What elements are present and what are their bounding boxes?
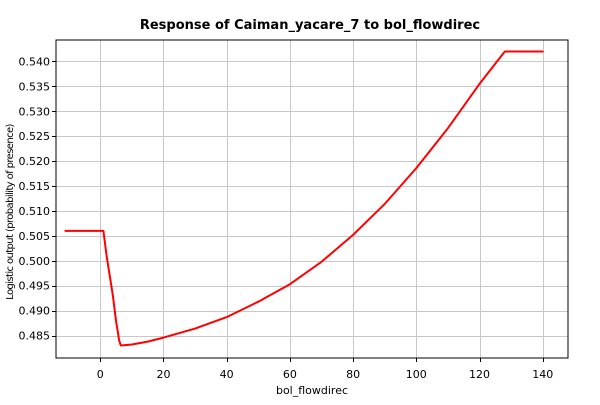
y-axis-label: Logistic output (probability of presence… <box>5 123 16 299</box>
x-tick-label: 0 <box>97 368 104 381</box>
x-tick-label: 120 <box>469 368 490 381</box>
y-tick-label: 0.525 <box>19 130 51 143</box>
y-tick-label: 0.490 <box>19 305 51 318</box>
y-tick-label: 0.515 <box>19 180 51 193</box>
x-axis-label: bol_flowdirec <box>276 384 348 397</box>
plot-frame <box>55 39 569 359</box>
x-tick-label: 80 <box>346 368 360 381</box>
x-tick-label: 60 <box>283 368 297 381</box>
x-tick-label: 40 <box>220 368 234 381</box>
series-layer <box>64 50 544 347</box>
x-tick-label: 100 <box>406 368 427 381</box>
grid-layer <box>56 40 568 358</box>
y-tick-label: 0.535 <box>19 80 51 93</box>
tick-layer: 0 20 40 60 80 100 120 140 0.485 0.490 0.495 0.500 0.… <box>19 55 554 381</box>
chart-title: Response of Caiman_yacare_7 to bol_flowd… <box>140 18 480 33</box>
y-tick-label: 0.510 <box>19 205 51 218</box>
y-tick-label: 0.540 <box>19 55 51 68</box>
series-line <box>64 50 544 347</box>
x-tick-label: 140 <box>532 368 553 381</box>
y-tick-label: 0.495 <box>19 280 51 293</box>
y-tick-label: 0.500 <box>19 255 51 268</box>
y-tick-label: 0.530 <box>19 105 51 118</box>
x-tick-label: 20 <box>156 368 170 381</box>
y-tick-label: 0.485 <box>19 330 51 343</box>
y-tick-label: 0.505 <box>19 230 51 243</box>
y-tick-label: 0.520 <box>19 155 51 168</box>
